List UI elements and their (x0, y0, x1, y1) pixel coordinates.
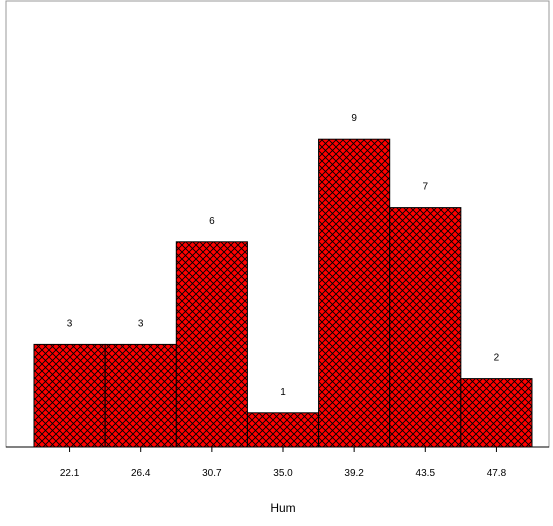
bar-47.8 (460, 378, 533, 448)
x-axis-label: Hum (270, 501, 295, 515)
bar-35.0 (246, 412, 320, 448)
bar-value-label: 2 (494, 353, 500, 364)
bar-26.4 (104, 343, 177, 448)
x-tick-label: 35.0 (273, 468, 293, 479)
bar-value-label: 6 (209, 216, 215, 227)
bars-layer (33, 138, 533, 448)
x-ticks-layer: 22.1 26.4 30.7 35.0 39.2 43.5 47.8 (60, 447, 507, 479)
x-tick-label: 22.1 (60, 468, 80, 479)
bar-value-label: 3 (138, 318, 144, 329)
x-tick-label: 47.8 (487, 468, 507, 479)
bar-value-label: 7 (423, 182, 429, 193)
x-tick-label: 30.7 (202, 468, 222, 479)
x-tick-label: 39.2 (344, 468, 364, 479)
bar-43.5 (389, 207, 462, 448)
bar-value-label: 1 (280, 387, 286, 398)
bar-22.1 (33, 343, 106, 448)
bar-39.2 (318, 138, 391, 448)
data-labels-layer: 3 3 6 1 9 7 2 (67, 113, 500, 398)
bar-30.7 (175, 241, 248, 448)
bar-value-label: 3 (67, 318, 73, 329)
x-tick-label: 26.4 (131, 468, 151, 479)
x-tick-label: 43.5 (416, 468, 436, 479)
bar-value-label: 9 (351, 113, 357, 124)
